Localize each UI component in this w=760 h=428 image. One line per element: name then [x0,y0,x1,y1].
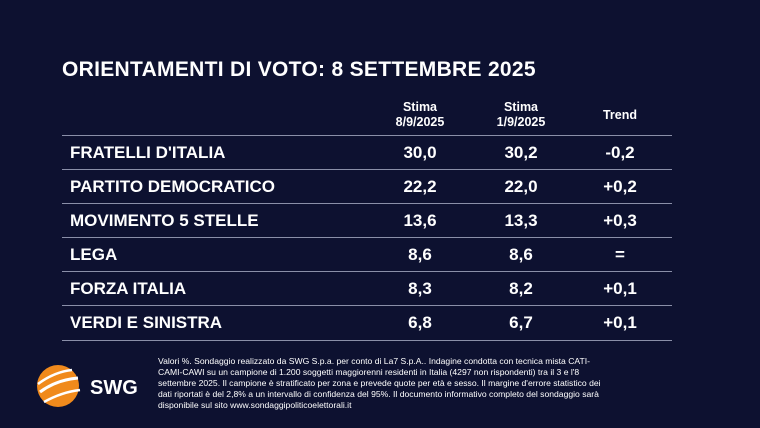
cell-value: 8,3 [408,279,432,298]
footnote-line: CAMI-CAWI su un campione di 1.200 sogget… [158,367,580,377]
party-name: FRATELLI D'ITALIA [70,143,226,162]
cell-value: +0,3 [603,211,637,230]
logo-globe [37,365,79,407]
column-header-line: Stima [402,100,438,114]
party-name: FORZA ITALIA [70,279,187,298]
cell-value: 22,2 [403,177,437,196]
party-name: PARTITO DEMOCRATICO [70,177,275,196]
cell-value: = [615,245,625,264]
column-header-line: 1/9/2025 [496,115,546,129]
cell-value: 22,0 [504,177,538,196]
table-row: MOVIMENTO 5 STELLE 13,6 13,3 +0,3 [62,203,672,238]
party-name: LEGA [70,245,118,264]
table-row: FORZA ITALIA 8,3 8,2 +0,1 [62,271,672,306]
cell-value: 30,0 [403,143,437,162]
party-name: VERDI E SINISTRA [70,313,223,332]
column-header: Stima 1/9/2025 [476,98,566,132]
logo-swoosh [39,376,79,394]
footnote-line: Valori %. Sondaggio realizzato da SWG S.… [158,356,590,366]
cell-value: +0,1 [603,313,637,332]
cell-value: 8,6 [408,245,432,264]
cell-value: 6,7 [509,313,533,332]
footnote-line: settembre 2025. Il campione è stratifica… [158,378,601,388]
cell-value: 13,6 [403,211,437,230]
column-header: Trend [575,98,665,132]
cell-value: 30,2 [504,143,538,162]
table-row: FRATELLI D'ITALIA 30,0 30,2 -0,2 [62,135,672,170]
column-header-line: Trend [602,107,638,122]
logo-text: SWG [90,377,138,399]
logo: SWG [37,365,138,407]
footnote-line: dati riportati è del 2,8% a un intervall… [158,389,599,399]
cell-value: 8,6 [509,245,533,264]
cell-value: 13,3 [504,211,538,230]
column-header-line: 8/9/2025 [395,115,445,129]
column-header: Stima 8/9/2025 [375,98,465,132]
cell-value: +0,2 [603,177,637,196]
cell-value: 6,8 [408,313,432,332]
table-row: VERDI E SINISTRA 6,8 6,7 +0,1 [62,305,672,341]
cell-value: +0,1 [603,279,637,298]
column-header-line: Stima [503,100,539,114]
table-row: PARTITO DEMOCRATICO 22,2 22,0 +0,2 [62,169,672,204]
table-row: LEGA 8,6 8,6 = [62,237,672,272]
footnote: Valori %. Sondaggio realizzato da SWG S.… [158,356,670,411]
footnote-line: disponibile sul sito www.sondaggipolitic… [158,400,352,410]
logo-swoosh [37,368,73,386]
logo-swoosh [43,388,81,404]
party-name: MOVIMENTO 5 STELLE [70,211,259,230]
title: ORIENTAMENTI DI VOTO: 8 SETTEMBRE 2025 [62,58,536,81]
cell-value: -0,2 [605,143,635,162]
cell-value: 8,2 [509,279,533,298]
